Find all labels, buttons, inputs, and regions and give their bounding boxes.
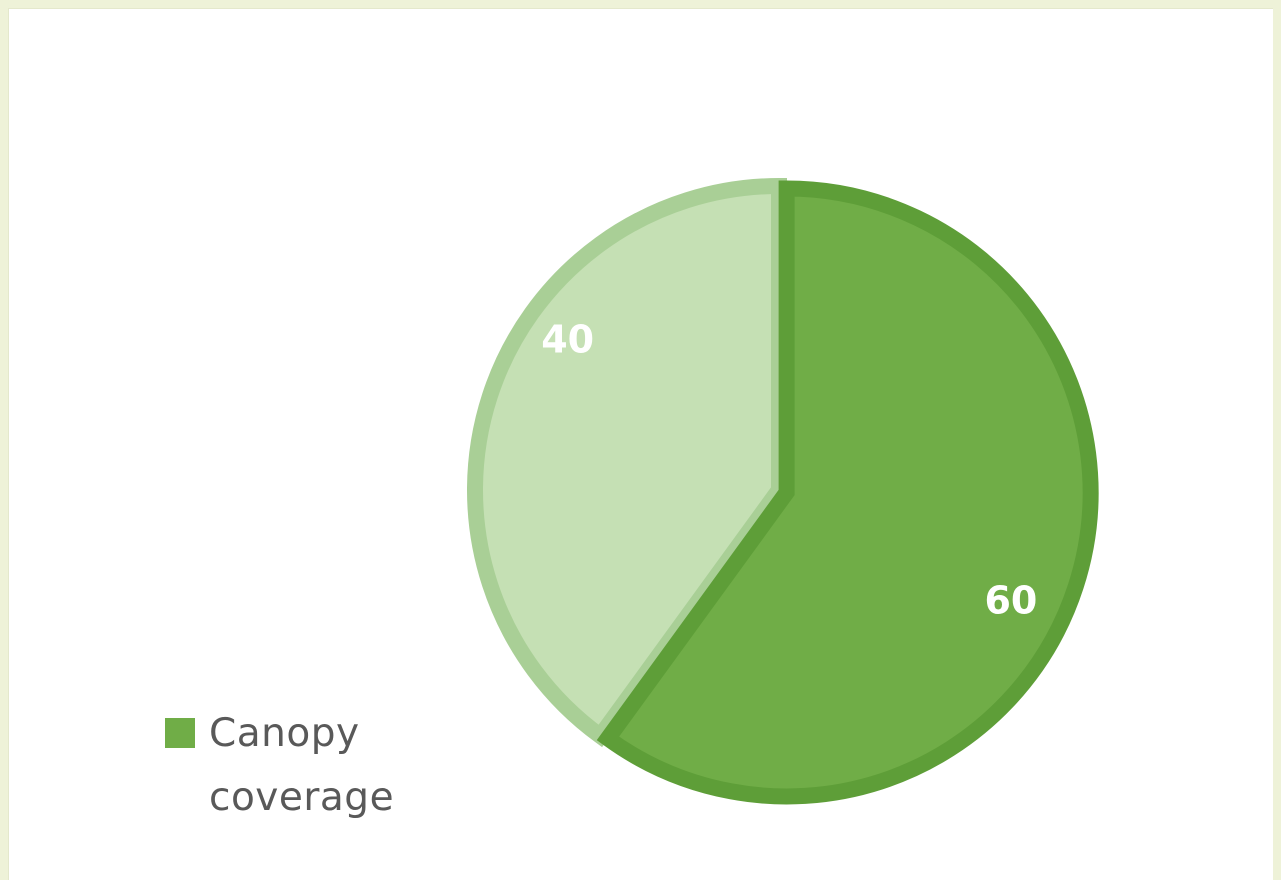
pie-slice-40: [467, 177, 787, 748]
data-label-60: 60: [984, 579, 1037, 623]
pie-slice-60: [596, 180, 1099, 805]
data-labels: 40 60: [541, 318, 1037, 623]
legend-swatch-canopy-coverage: [165, 718, 195, 748]
data-label-40: 40: [541, 318, 594, 362]
pie-slices: [467, 177, 1099, 805]
legend-label-canopy-coverage: Canopy coverage: [209, 711, 395, 820]
